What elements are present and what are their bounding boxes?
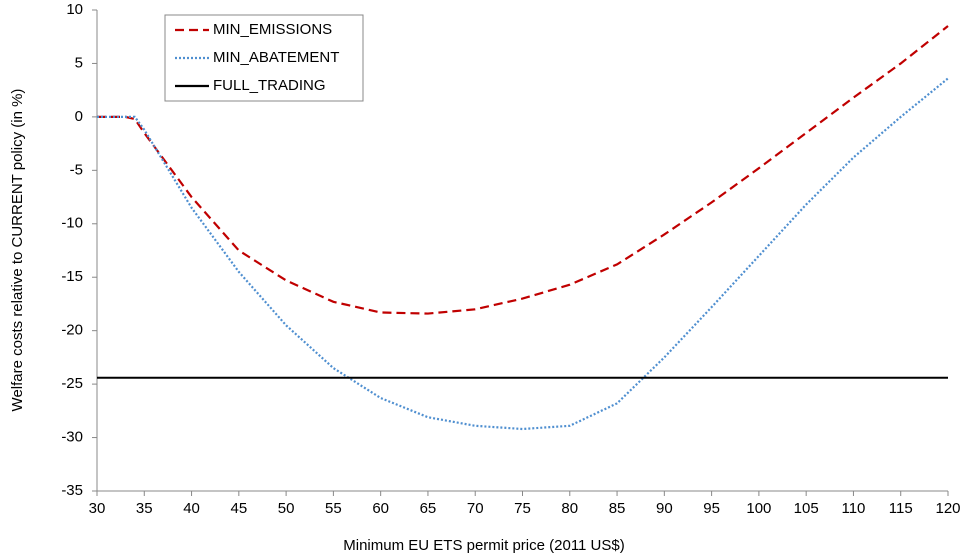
legend-label: FULL_TRADING <box>213 77 326 94</box>
x-tick-label: 75 <box>514 500 531 517</box>
y-tick-label: 0 <box>75 108 83 125</box>
y-tick-label: -30 <box>61 429 83 446</box>
y-tick-label: 10 <box>66 1 83 18</box>
x-tick-label: 95 <box>703 500 720 517</box>
x-tick-label: 115 <box>889 500 913 517</box>
x-tick-label: 35 <box>136 500 153 517</box>
x-tick-label: 55 <box>325 500 342 517</box>
x-tick-label: 105 <box>794 500 819 517</box>
x-tick-label: 60 <box>372 500 389 517</box>
y-tick-label: -20 <box>61 322 83 339</box>
legend-label: MIN_EMISSIONS <box>213 21 332 38</box>
x-tick-label: 30 <box>89 500 106 517</box>
x-tick-label: 90 <box>656 500 673 517</box>
y-axis-label: Welfare costs relative to CURRENT policy… <box>9 89 26 412</box>
y-tick-label: -35 <box>61 482 83 499</box>
y-tick-label: -25 <box>61 375 83 392</box>
series-line <box>97 25 949 315</box>
x-tick-label: 65 <box>420 500 437 517</box>
x-tick-label: 110 <box>841 500 865 517</box>
y-tick-label: -5 <box>70 161 83 178</box>
x-tick-label: 40 <box>183 500 200 517</box>
x-tick-label: 85 <box>609 500 626 517</box>
series-line <box>97 77 949 431</box>
x-axis-label: Minimum EU ETS permit price (2011 US$) <box>343 537 624 554</box>
x-tick-label: 70 <box>467 500 484 517</box>
y-tick-label: -10 <box>61 215 83 232</box>
y-tick-label: 5 <box>75 54 83 71</box>
x-tick-label: 45 <box>230 500 247 517</box>
x-tick-label: 120 <box>935 500 960 517</box>
x-tick-label: 80 <box>561 500 578 517</box>
y-tick-label: -15 <box>61 268 83 285</box>
x-tick-label: 100 <box>746 500 771 517</box>
legend-label: MIN_ABATEMENT <box>213 49 339 66</box>
x-tick-label: 50 <box>278 500 295 517</box>
